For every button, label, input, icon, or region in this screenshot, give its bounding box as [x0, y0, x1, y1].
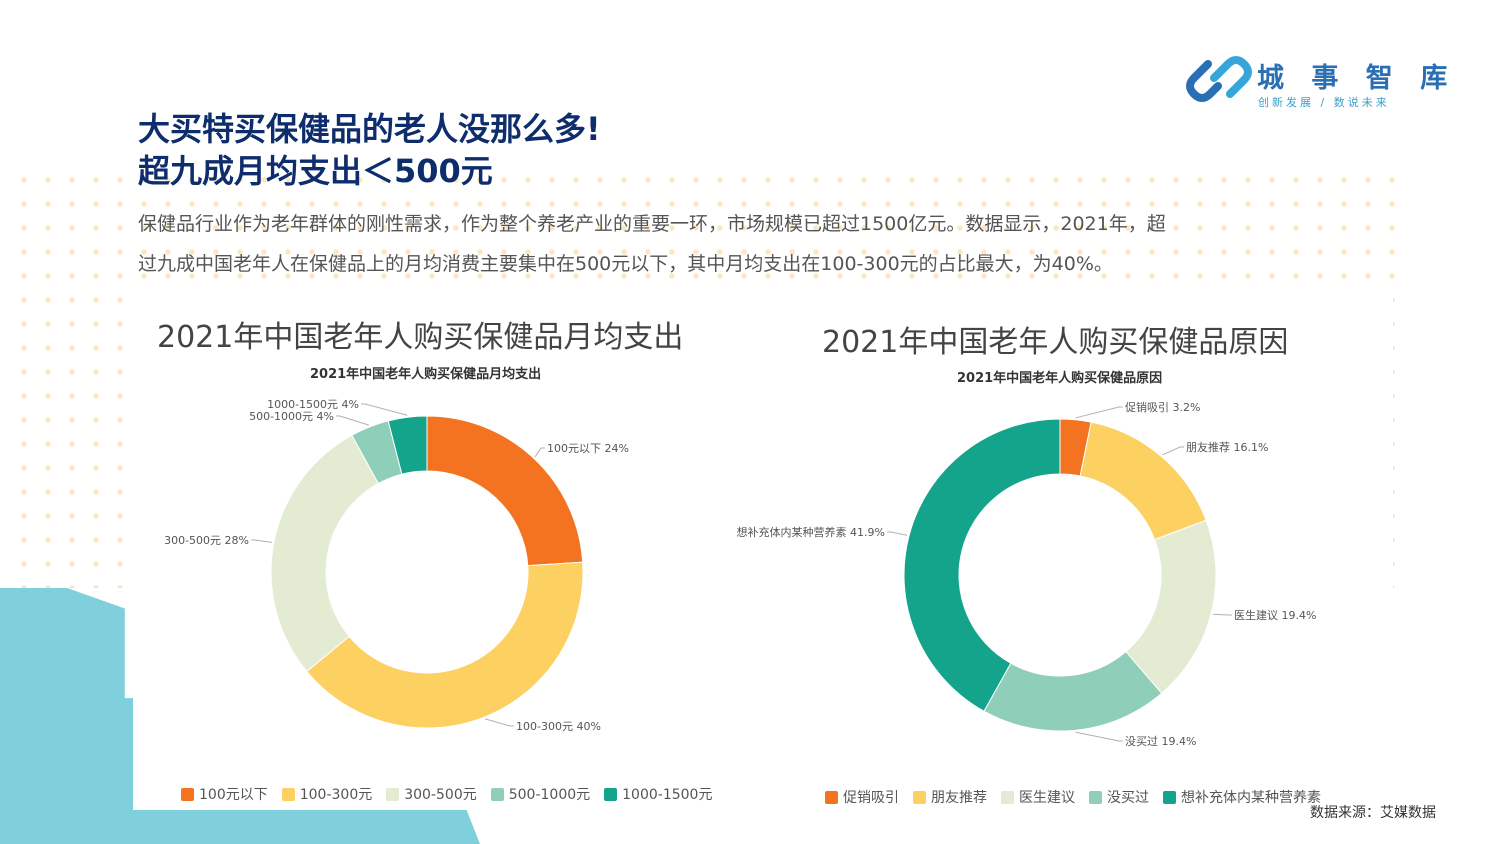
legend-item-1-2[interactable]: 100-300元: [281, 784, 373, 804]
legend-label: 朋友推荐: [931, 790, 987, 806]
legend-item-1-4[interactable]: 500-1000元: [490, 784, 591, 804]
legend-label: 100元以下: [199, 787, 268, 803]
brand-tagline: 创新发展 / 数说未来: [1258, 96, 1390, 109]
legend-label: 500-1000元: [508, 787, 591, 803]
legend-swatch: [281, 787, 295, 801]
legend-item-2-4[interactable]: 没买过: [1089, 787, 1149, 807]
intro-line-1: 保健品行业作为老年群体的刚性需求，作为整个养老产业的重要一环，市场规模已超过15…: [138, 213, 1166, 235]
legend-item-2-1[interactable]: 促销吸引: [825, 787, 899, 807]
headline-line-2: 超九成月均支出＜500元: [138, 152, 493, 190]
legend-swatch: [1001, 790, 1014, 804]
legend-swatch: [604, 787, 618, 801]
legend-swatch: [181, 787, 194, 801]
legend-label: 想补充体内某种营养素: [1181, 790, 1321, 806]
legend-item-2-3[interactable]: 医生建议: [1001, 787, 1075, 807]
intro-line-2: 过九成中国老年人在保健品上的月均消费主要集中在500元以下，其中月均支出在100…: [138, 253, 1113, 275]
legend-swatch: [490, 787, 504, 801]
legend-label: 100-300元: [299, 787, 373, 803]
chart2-legend: 促销吸引 朋友推荐 医生建议 没买过 想补充体内某种营养素: [825, 787, 1321, 807]
legend-label: 医生建议: [1019, 790, 1075, 806]
legend-label: 没买过: [1107, 790, 1149, 806]
legend-label: 300-500元: [404, 787, 477, 803]
headline-line-1: 大买特买保健品的老人没那么多!: [138, 110, 601, 148]
chart2-title: 2021年中国老年人购买保健品原因: [822, 325, 1289, 360]
legend-swatch: [1163, 790, 1176, 804]
chart1-subtitle: 2021年中国老年人购买保健品月均支出: [310, 367, 542, 382]
headline: 大买特买保健品的老人没那么多! 超九成月均支出＜500元: [138, 108, 601, 192]
brand-name: 城 事 智 库: [1257, 63, 1457, 94]
legend-label: 1000-1500元: [622, 787, 713, 803]
intro-paragraph: 保健品行业作为老年群体的刚性需求，作为整个养老产业的重要一环，市场规模已超过15…: [138, 204, 1338, 284]
legend-item-2-2[interactable]: 朋友推荐: [913, 787, 987, 807]
data-source: 数据来源：艾媒数据: [1310, 805, 1436, 821]
legend-swatch: [825, 790, 838, 804]
chart2-subtitle: 2021年中国老年人购买保健品原因: [957, 371, 1163, 386]
legend-item-2-5[interactable]: 想补充体内某种营养素: [1163, 787, 1321, 807]
legend-swatch: [1089, 790, 1102, 804]
logo-icon: [1186, 56, 1252, 102]
legend-swatch: [913, 790, 926, 804]
legend-item-1-5[interactable]: 1000-1500元: [604, 784, 712, 804]
legend-label: 促销吸引: [843, 790, 899, 806]
legend-item-1-3[interactable]: 300-500元: [386, 784, 477, 804]
legend-swatch: [386, 787, 400, 801]
chart1-legend: 100元以下 100-300元 300-500元 500-1000元 1000-1500…: [181, 784, 712, 804]
legend-item-1-1[interactable]: 100元以下: [181, 784, 268, 804]
chart1-title: 2021年中国老年人购买保健品月均支出: [157, 320, 684, 355]
